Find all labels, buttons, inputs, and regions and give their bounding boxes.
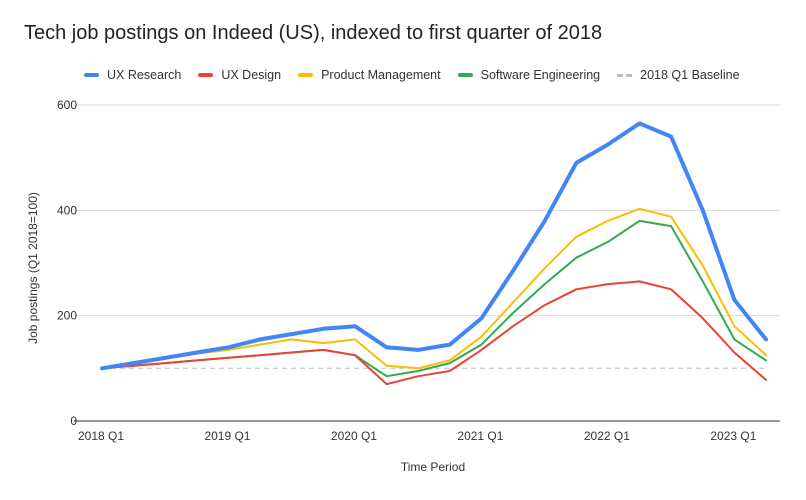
- legend-item-software-engineering[interactable]: Software Engineering: [457, 68, 601, 82]
- legend-item-ux-design[interactable]: UX Design: [198, 68, 281, 82]
- y-tick-label: 0: [70, 414, 77, 428]
- gridlines: [74, 104, 780, 317]
- y-tick-label: 200: [57, 309, 77, 323]
- series-line-ux-design[interactable]: [101, 280, 767, 386]
- legend-label-product-management: Product Management: [321, 68, 441, 82]
- x-axis-ticks: 2018 Q1 2019 Q1 2020 Q1 2021 Q1 2022 Q1 2023 …: [78, 429, 757, 443]
- legend-swatch-ux-design: [198, 73, 214, 77]
- y-tick-label: 600: [57, 98, 77, 112]
- legend: UX Research UX Design Product Management…: [84, 66, 757, 84]
- legend-item-ux-research[interactable]: UX Research: [84, 68, 181, 82]
- chart-title: Tech job postings on Indeed (US), indexe…: [24, 22, 603, 44]
- legend-label-ux-design: UX Design: [221, 68, 282, 82]
- legend-swatch-software-engineering: [457, 73, 473, 77]
- x-tick-label: 2018 Q1: [78, 429, 124, 443]
- series-line-ux-research[interactable]: [100, 121, 768, 371]
- series-lines: [100, 121, 768, 386]
- legend-item-baseline[interactable]: 2018 Q1 Baseline: [617, 68, 740, 82]
- legend-label-software-engineering: Software Engineering: [480, 68, 601, 82]
- y-tick-label: 400: [57, 203, 77, 217]
- x-tick-label: 2021 Q1: [457, 429, 503, 443]
- x-tick-label: 2019 Q1: [204, 429, 250, 443]
- legend-swatch-product-management: [298, 73, 314, 77]
- x-axis-title: Time Period: [401, 460, 465, 474]
- y-axis-ticks: 0 200 400 600: [57, 98, 77, 428]
- legend-label-ux-research: UX Research: [107, 68, 182, 82]
- x-tick-label: 2020 Q1: [331, 429, 377, 443]
- x-tick-label: 2023 Q1: [710, 429, 756, 443]
- legend-item-product-management[interactable]: Product Management: [298, 68, 441, 82]
- legend-swatch-ux-research: [84, 73, 99, 77]
- y-axis-title: Job postings (Q1 2018=100): [26, 192, 40, 344]
- x-tick-label: 2022 Q1: [584, 429, 630, 443]
- legend-label-baseline: 2018 Q1 Baseline: [640, 68, 740, 82]
- legend-swatch-baseline: [617, 73, 633, 77]
